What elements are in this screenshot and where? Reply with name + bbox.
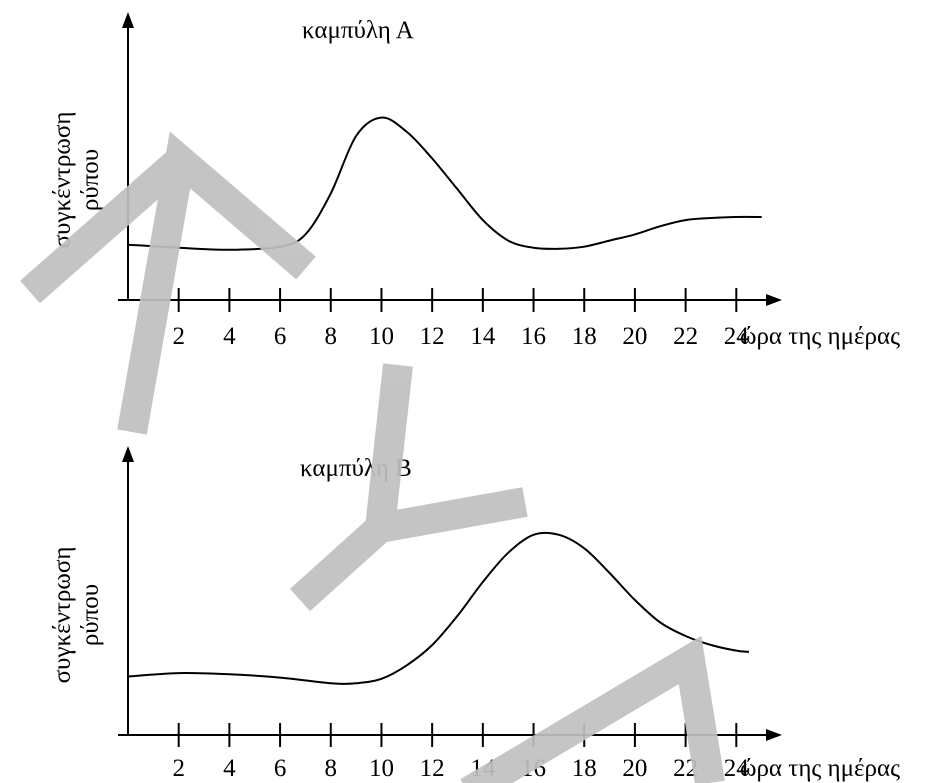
chart-b-x-tick-label: 12 <box>420 755 445 782</box>
watermark-stroke-4 <box>460 635 725 783</box>
watermark-stroke-3 <box>377 487 528 543</box>
chart-b-y-label-line1: συγκέντρωση <box>49 547 76 684</box>
chart-a-x-tick-label: 12 <box>420 323 445 350</box>
chart-b-x-tick-label: 24 <box>724 755 750 782</box>
watermark-stroke-2 <box>289 363 413 612</box>
chart-b-y-label-line2: ρύπου <box>77 584 104 646</box>
chart-a-x-tick-label: 24 <box>724 323 750 350</box>
chart-b-x-tick-label: 10 <box>369 755 394 782</box>
chart-a-tick-labels: 2 4 6 8 10 12 14 16 18 20 22 24 <box>172 323 749 350</box>
chart-a-ticks <box>177 288 738 312</box>
chart-a-x-axis-arrow <box>766 294 782 306</box>
chart-b-series-line <box>127 531 750 685</box>
chart-a-y-label-line2: ρύπου <box>77 149 104 211</box>
chart-a: 2 4 6 8 10 12 14 16 18 20 22 24 καμπύλη Α ώρα της η… <box>49 12 900 350</box>
watermark-stroke-1b <box>20 148 190 304</box>
chart-a-x-tick-label: 16 <box>521 323 546 350</box>
chart-a-y-label-line1: συγκέντρωση <box>49 112 76 249</box>
chart-b-x-tick-label: 8 <box>325 755 338 782</box>
chart-a-y-axis-arrow <box>122 12 134 28</box>
chart-b-x-axis-arrow <box>766 729 782 741</box>
watermark-logo <box>20 131 725 783</box>
chart-a-title: καμπύλη Α <box>302 17 414 44</box>
chart-a-x-tick-label: 4 <box>223 323 236 350</box>
chart-b-x-tick-label: 20 <box>622 755 647 782</box>
chart-a-x-tick-label: 6 <box>274 323 287 350</box>
chart-a-x-tick-label: 8 <box>325 323 338 350</box>
chart-b-x-tick-label: 4 <box>223 755 236 782</box>
chart-b-tick-labels: 2 4 6 8 10 12 14 16 18 20 22 24 <box>172 755 749 782</box>
chart-a-x-tick-label: 20 <box>622 323 647 350</box>
chart-a-series-line <box>127 116 762 251</box>
chart-a-x-tick-label: 10 <box>369 323 394 350</box>
chart-a-x-label: ώρα της ημέρας <box>740 323 900 350</box>
chart-b-y-axis-arrow <box>122 446 134 462</box>
chart-a-x-tick-label: 14 <box>470 323 496 350</box>
chart-b-x-label: ώρα της ημέρας <box>740 755 900 782</box>
chart-a-x-tick-label: 18 <box>572 323 597 350</box>
chart-a-x-tick-label: 2 <box>172 323 185 350</box>
chart-b-x-tick-label: 2 <box>172 755 185 782</box>
chart-a-x-tick-label: 22 <box>673 323 698 350</box>
chart-b-x-tick-label: 6 <box>274 755 287 782</box>
chart-b-x-tick-label: 18 <box>572 755 597 782</box>
